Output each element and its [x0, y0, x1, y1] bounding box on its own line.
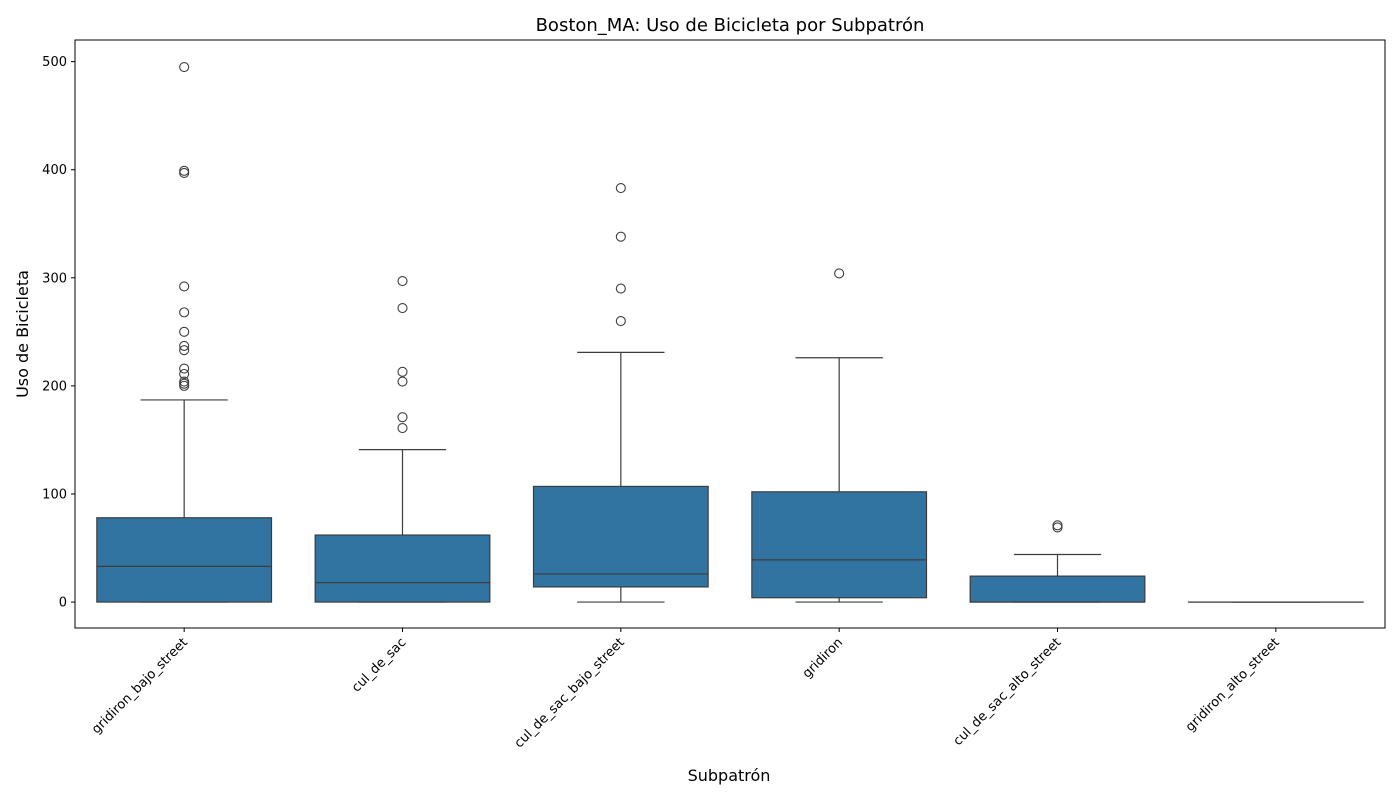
- x-axis-label: Subpatrón: [688, 766, 771, 785]
- outlier-point: [615, 231, 626, 242]
- box-iqr: [969, 575, 1146, 603]
- x-tick-label: gridiron: [800, 635, 846, 681]
- outlier-point: [615, 183, 626, 194]
- outlier-point: [179, 368, 190, 380]
- box-iqr: [96, 517, 273, 603]
- x-tick-label: gridiron_alto_street: [1183, 635, 1283, 735]
- y-tick-label: 500: [42, 55, 67, 70]
- box-group-gridiron: [751, 268, 928, 603]
- box-group-cul_de_sac_alto_street: [969, 520, 1146, 603]
- outlier-point: [397, 412, 408, 423]
- box-iqr: [532, 485, 709, 588]
- plot-area: 0 100 200 300 400 500 gridiron_bajo_street cul_…: [42, 39, 1386, 751]
- y-tick-label: 0: [59, 596, 67, 611]
- outlier-point: [615, 315, 626, 327]
- outlier-point: [179, 167, 190, 178]
- outlier-point: [179, 165, 190, 176]
- outlier-point: [179, 340, 190, 351]
- outlier-point: [397, 366, 408, 377]
- outlier-point: [179, 307, 190, 318]
- outlier-point: [179, 376, 190, 387]
- outlier-point: [179, 378, 190, 389]
- outlier-point: [397, 376, 408, 387]
- outlier-point: [397, 275, 408, 287]
- y-tick-label: 200: [42, 379, 67, 394]
- outlier-point: [615, 283, 626, 294]
- box-group-gridiron_bajo_street: [96, 61, 273, 603]
- x-tick-label: cul_de_sac_alto_street: [951, 635, 1065, 749]
- y-tick-label: 300: [42, 271, 67, 286]
- x-tick-label: cul_de_sac: [349, 635, 409, 695]
- outlier-point: [397, 303, 408, 314]
- box-group-cul_de_sac: [314, 275, 491, 603]
- outlier-point: [179, 281, 190, 292]
- outlier-point: [397, 422, 408, 434]
- x-tick-label: cul_de_sac_bajo_street: [512, 635, 628, 751]
- box-iqr: [314, 534, 491, 603]
- chart-title: Boston_MA: Uso de Bicicleta por Subpatró…: [536, 15, 925, 36]
- outlier-point: [179, 363, 190, 374]
- box-iqr: [751, 491, 928, 599]
- outlier-point: [179, 326, 190, 337]
- outlier-point: [1052, 520, 1063, 531]
- outlier-point: [179, 61, 190, 73]
- plot-frame: [74, 39, 1386, 629]
- outlier-point: [179, 345, 190, 356]
- box-group-cul_de_sac_bajo_street: [532, 183, 709, 603]
- y-axis-label: Uso de Bicicleta: [13, 270, 32, 398]
- x-tick-label: gridiron_bajo_street: [89, 635, 191, 737]
- outlier-point: [834, 268, 845, 279]
- outlier-point: [1052, 522, 1063, 533]
- y-tick-label: 400: [42, 163, 67, 178]
- y-tick-label: 100: [42, 487, 67, 502]
